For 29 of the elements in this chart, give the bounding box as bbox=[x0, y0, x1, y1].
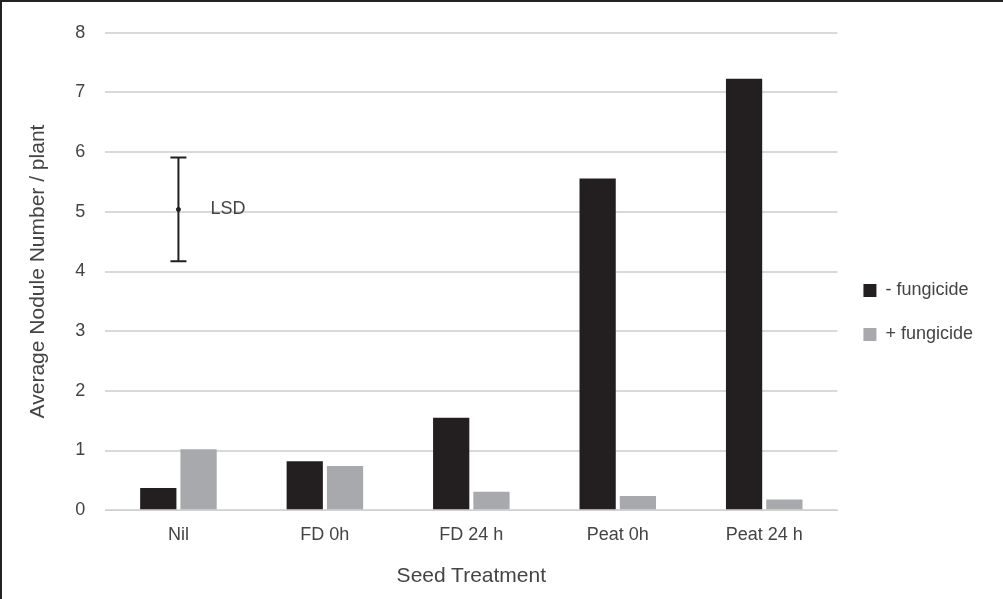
x-axis-title: Seed Treatment bbox=[396, 563, 547, 587]
bar bbox=[140, 488, 177, 510]
y-tick-label: 7 bbox=[75, 81, 86, 102]
bar bbox=[473, 491, 510, 510]
bar bbox=[433, 417, 470, 510]
y-tick-label: 2 bbox=[75, 379, 86, 400]
y-axis-title: Average Nodule Number / plant bbox=[25, 124, 49, 419]
bar bbox=[766, 499, 803, 510]
legend-label: + fungicide bbox=[885, 323, 974, 344]
bar bbox=[180, 449, 217, 510]
bar bbox=[619, 495, 657, 510]
y-tick-label: 8 bbox=[75, 21, 86, 42]
y-tick-label: 5 bbox=[75, 200, 86, 221]
bar bbox=[725, 78, 763, 510]
y-tick-label: 4 bbox=[75, 260, 86, 281]
bar bbox=[286, 461, 323, 510]
y-tick-label: 3 bbox=[75, 320, 86, 341]
x-tick-label: Nil bbox=[167, 523, 189, 544]
x-tick-label: Peat 24 h bbox=[725, 523, 803, 544]
legend-label: - fungicide bbox=[885, 279, 969, 300]
x-tick-label: Peat 0h bbox=[586, 523, 649, 544]
bar bbox=[326, 466, 364, 510]
annotation: LSD bbox=[210, 198, 246, 219]
y-tick-label: 1 bbox=[75, 439, 86, 460]
bar bbox=[579, 178, 616, 510]
x-tick-label: FD 24 h bbox=[439, 523, 504, 544]
x-tick-label: FD 0h bbox=[300, 523, 350, 544]
y-tick-label: 6 bbox=[75, 141, 86, 162]
y-tick-label: 0 bbox=[75, 499, 86, 520]
